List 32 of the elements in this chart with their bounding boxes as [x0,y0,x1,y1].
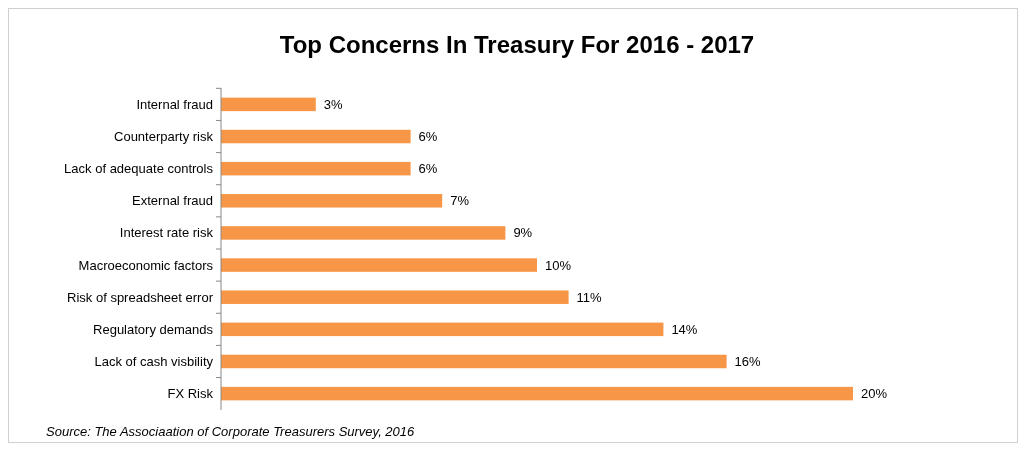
source-note: Source: The Associaation of Corporate Treasurers Survey, 2016 [46,424,416,439]
data-label: 6% [418,161,438,177]
bar [221,322,664,337]
y-tick-label: External fraud [132,193,213,209]
bar [221,194,443,208]
bar [221,97,316,112]
y-tick-label: Regulatory demands [93,321,214,337]
data-label: 3% [323,96,344,112]
bar [221,226,506,240]
data-label: 6% [418,129,438,145]
y-tick-label: Interest rate risk [119,225,214,241]
data-label: 11% [576,289,603,305]
data-label: 20% [861,386,888,402]
y-tick-label: Lack of cash visbility [94,354,214,370]
y-tick-label: Macroeconomic factors [78,257,214,273]
y-tick-label: FX Risk [167,386,214,402]
y-tick-label: Internal fraud [136,96,213,112]
y-tick-label: Risk of spreadsheet error [67,289,214,305]
bar [221,354,727,369]
chart-title: Top Concerns In Treasury For 2016 - 2017 [279,31,755,58]
bar [221,129,411,144]
bar [221,258,537,272]
data-label: 14% [671,321,698,337]
y-tick-label: Lack of adequate controls [64,161,214,177]
data-label: 9% [513,225,533,241]
y-tick-label: Counterparty risk [114,129,214,145]
data-label: 16% [734,354,762,370]
bar [221,386,853,401]
data-label: 10% [545,257,572,273]
bar [221,161,411,176]
bar [221,290,569,304]
data-label: 7% [450,193,470,209]
